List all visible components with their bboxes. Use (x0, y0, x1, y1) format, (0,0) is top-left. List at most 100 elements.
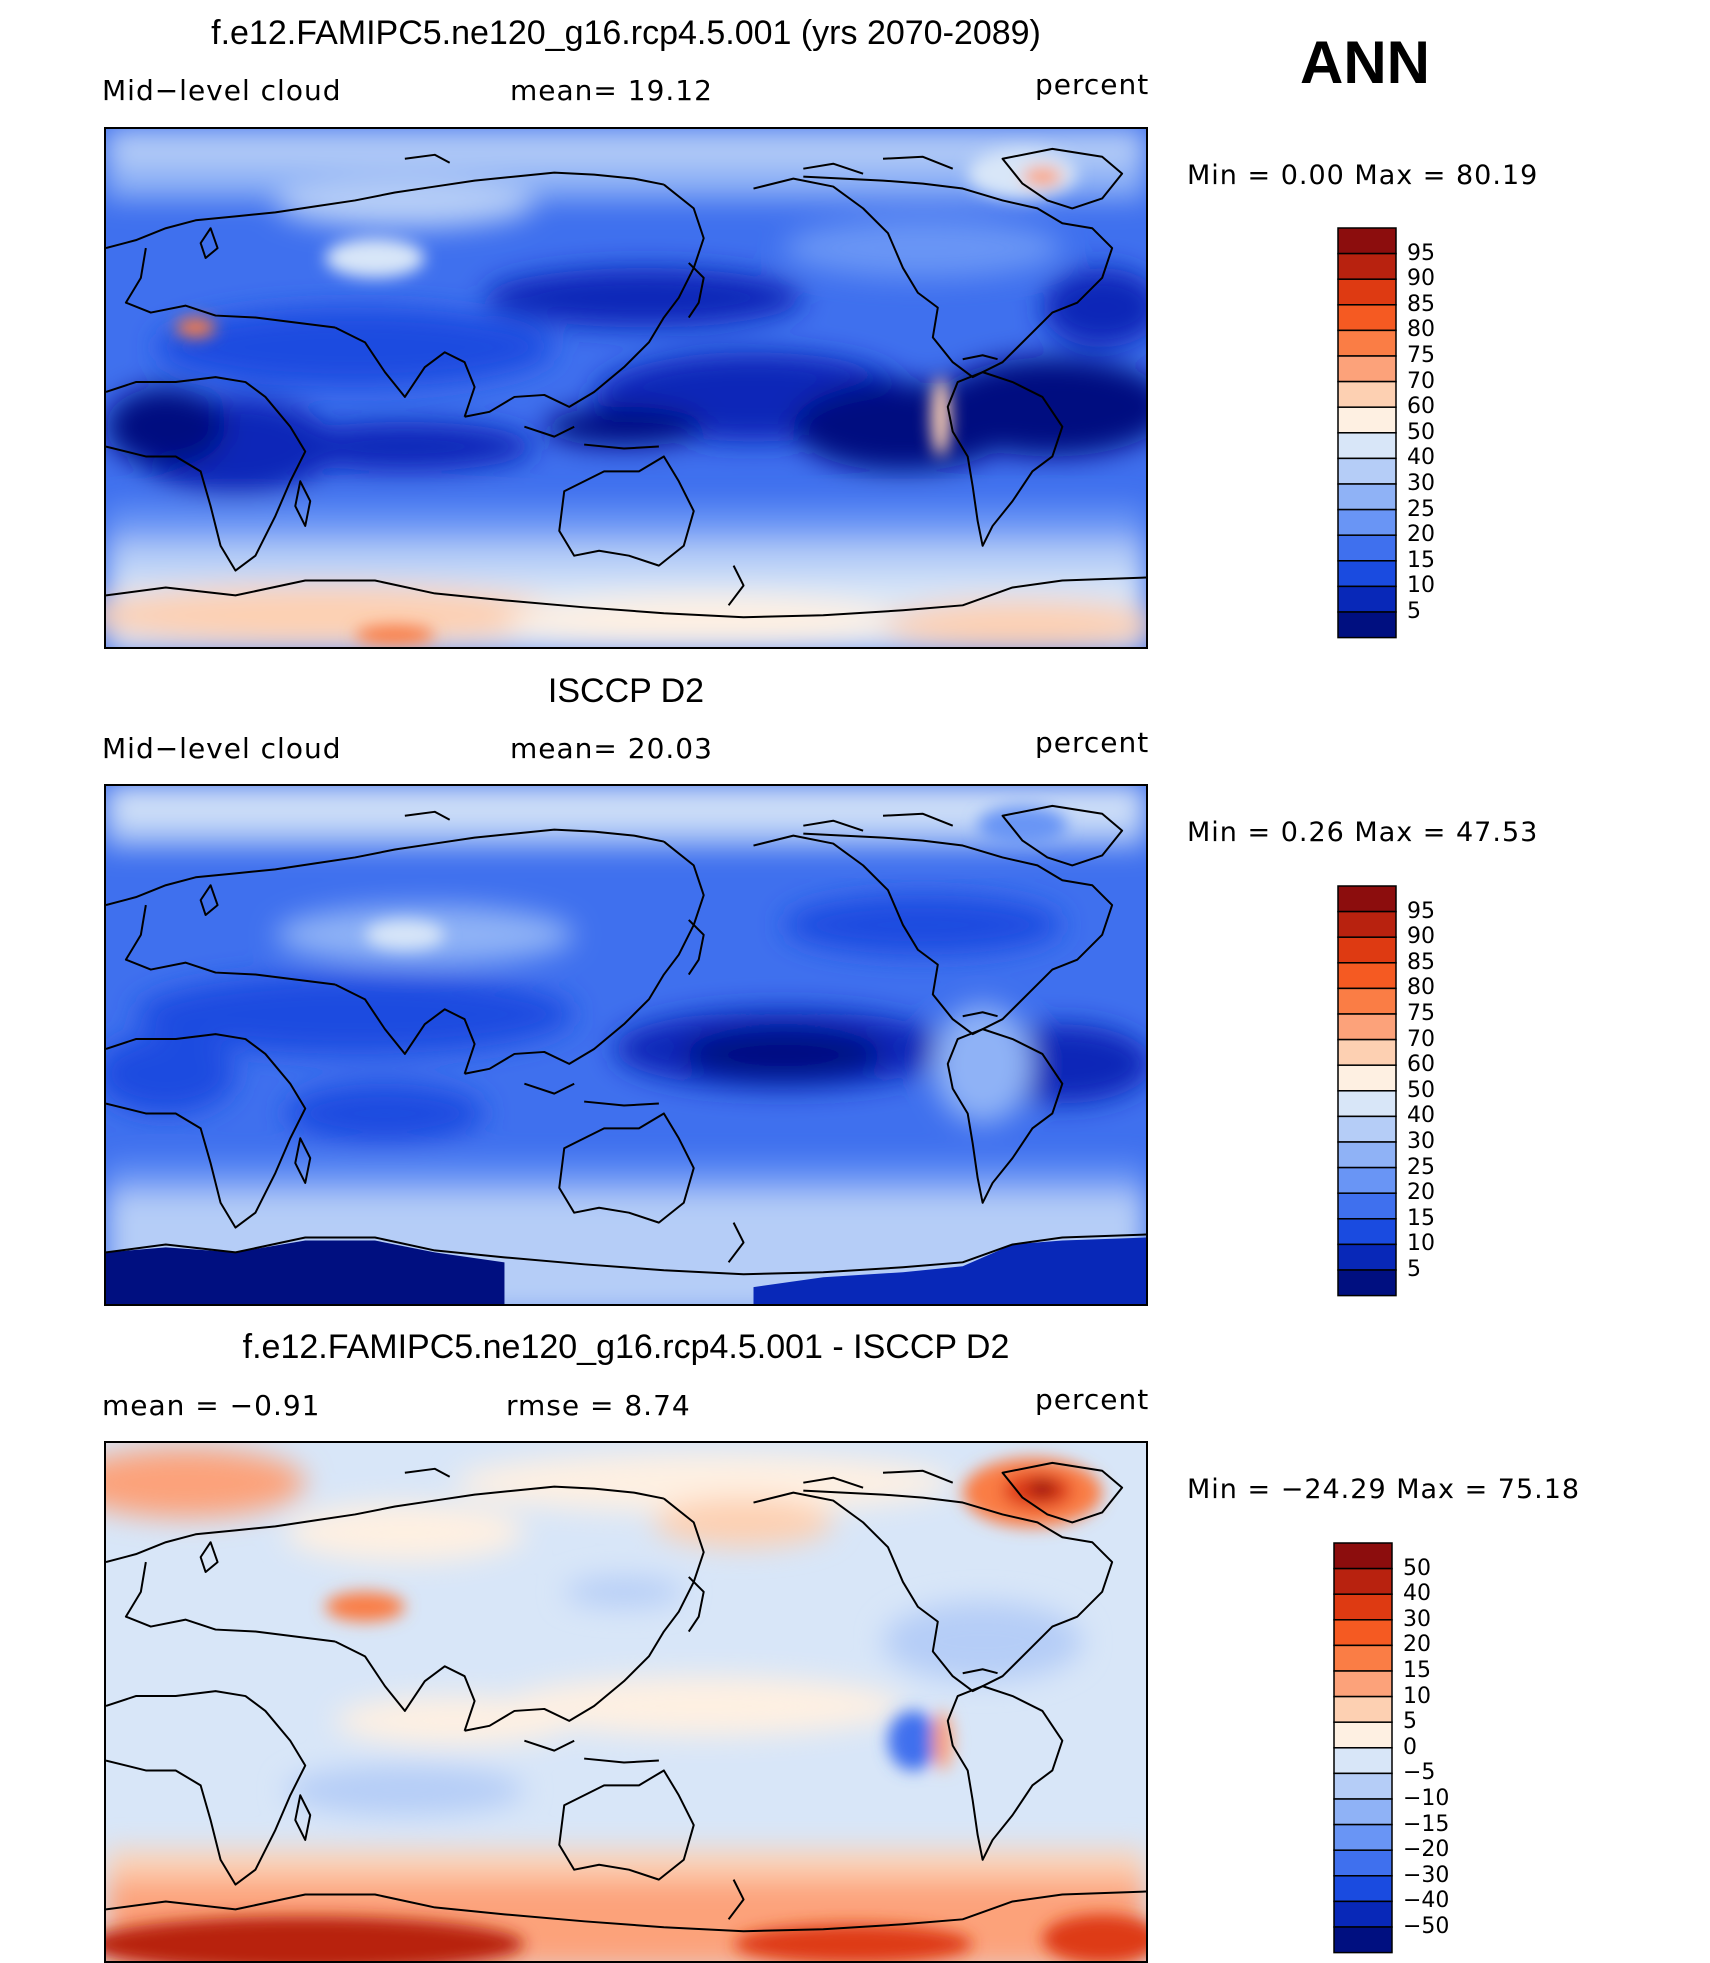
colorbar-tick-label: 25 (1407, 496, 1435, 522)
colorbar-swatch (1333, 1772, 1393, 1800)
colorbar-tick-label: 80 (1407, 317, 1435, 343)
colorbar-tick-label: 15 (1403, 1658, 1431, 1683)
colorbar-swatch (1337, 1192, 1397, 1220)
panel3-map (104, 1441, 1148, 1963)
colorbar-tick-label: 75 (1407, 343, 1435, 368)
colorbar-swatch (1337, 432, 1397, 460)
panel2-variable-label: Mid−level cloud (102, 732, 342, 765)
colorbar-tick-label: 20 (1403, 1632, 1431, 1658)
colorbar-tick-label: 0 (1403, 1734, 1417, 1760)
colorbar-swatch (1337, 1243, 1397, 1271)
panel2-title: ISCCP D2 (547, 672, 705, 710)
colorbar-swatch (1337, 1038, 1397, 1066)
colorbar-tick-label: 15 (1407, 1205, 1435, 1231)
colorbar-tick-label: 95 (1407, 898, 1435, 924)
colorbar-swatch (1337, 987, 1397, 1015)
colorbar-tick-label: 15 (1407, 547, 1435, 573)
colorbar-swatch (1333, 1619, 1393, 1647)
panel1-title: f.e12.FAMIPC5.ne120_g16.rcp4.5.001 (yrs … (211, 14, 1041, 52)
colorbar-swatch (1337, 936, 1397, 964)
colorbar-tick-label: 25 (1407, 1154, 1435, 1180)
colorbar-tick-label: 40 (1407, 445, 1435, 471)
colorbar-tick-label: 10 (1407, 1231, 1435, 1257)
colorbar-swatch (1337, 1218, 1397, 1246)
panel2-units-label: percent (1035, 726, 1150, 759)
colorbar-swatch (1337, 278, 1397, 306)
colorbar-tick-label: 50 (1407, 1077, 1435, 1103)
panel1-variable-label: Mid−level cloud (102, 74, 342, 107)
colorbar-tick-label: 50 (1407, 419, 1435, 445)
colorbar-tick-label: 60 (1407, 394, 1435, 420)
panel3-rmse-label: rmse = 8.74 (506, 1389, 691, 1422)
colorbar-tick-label: 90 (1407, 266, 1435, 292)
panel3-colorbar: 50 40 30 20 15 10 5 0 −5 −10 −15 −20 −30 −40 −50 (1333, 1542, 1449, 1963)
colorbar-swatch (1333, 1567, 1393, 1595)
colorbar-swatch (1337, 252, 1397, 280)
panel3-title: f.e12.FAMIPC5.ne120_g16.rcp4.5.001 - ISC… (242, 1328, 1010, 1366)
colorbar-swatch (1333, 1823, 1393, 1851)
colorbar-swatch (1337, 885, 1397, 913)
colorbar-swatch (1337, 1090, 1397, 1118)
colorbar-tick-label: 85 (1407, 291, 1435, 317)
colorbar-tick-label: −10 (1403, 1786, 1450, 1811)
colorbar-tick-label: 5 (1403, 1709, 1417, 1735)
colorbar-tick-label: 85 (1407, 949, 1435, 975)
colorbar-tick-label: 30 (1407, 1129, 1435, 1154)
colorbar-tick-label: 20 (1407, 1180, 1435, 1206)
colorbar-swatch (1337, 1064, 1397, 1092)
colorbar-swatch (1337, 304, 1397, 332)
panel3-units-label: percent (1035, 1383, 1150, 1416)
colorbar-tick-label: −30 (1403, 1862, 1450, 1888)
colorbar-tick-label: 75 (1407, 1001, 1435, 1026)
colorbar-swatch (1333, 1670, 1393, 1698)
panel3-mean-label: mean = −0.91 (102, 1389, 321, 1422)
colorbar-swatch (1333, 1695, 1393, 1723)
colorbar-tick-label: 80 (1407, 975, 1435, 1001)
colorbar-tick-label: 5 (1407, 1257, 1421, 1282)
panel2-minmax: Min = 0.26 Max = 47.53 (1187, 817, 1539, 848)
colorbar-swatch (1337, 355, 1397, 383)
colorbar-tick-label: −50 (1403, 1914, 1450, 1939)
colorbar-swatch (1333, 1542, 1393, 1570)
colorbar-swatch (1337, 457, 1397, 485)
colorbar-tick-label: 50 (1403, 1555, 1431, 1581)
colorbar-tick-label: 60 (1407, 1052, 1435, 1078)
panel1-minmax: Min = 0.00 Max = 80.19 (1187, 160, 1539, 191)
panel3-minmax: Min = −24.29 Max = 75.18 (1187, 1474, 1581, 1505)
colorbar-tick-label: 70 (1407, 368, 1435, 394)
colorbar-swatch (1337, 1115, 1397, 1143)
season-label: ANN (1300, 29, 1430, 96)
colorbar-tick-label: 5 (1407, 599, 1421, 624)
colorbar-tick-label: −15 (1403, 1811, 1450, 1837)
colorbar-swatch (1337, 560, 1397, 588)
colorbar-tick-label: −5 (1403, 1760, 1436, 1786)
colorbar-swatch (1333, 1849, 1393, 1877)
colorbar-swatch (1337, 1166, 1397, 1194)
colorbar-tick-label: −20 (1403, 1837, 1450, 1863)
colorbar-swatch (1337, 227, 1397, 255)
colorbar-tick-label: −40 (1403, 1888, 1450, 1914)
colorbar-swatch (1333, 1926, 1393, 1954)
colorbar-swatch (1337, 1269, 1397, 1297)
colorbar-tick-label: 20 (1407, 522, 1435, 548)
colorbar-swatch (1337, 329, 1397, 357)
panel1-mean-label: mean= 19.12 (510, 74, 713, 107)
colorbar-swatch (1337, 508, 1397, 536)
colorbar-swatch (1333, 1747, 1393, 1775)
colorbar-swatch (1337, 962, 1397, 990)
colorbar-swatch (1333, 1798, 1393, 1826)
colorbar-tick-label: 30 (1407, 471, 1435, 496)
colorbar-swatch (1333, 1875, 1393, 1903)
panel1-units-label: percent (1035, 68, 1150, 101)
colorbar-tick-label: 10 (1403, 1683, 1431, 1709)
colorbar-tick-label: 40 (1403, 1581, 1431, 1607)
panel2-map (104, 784, 1148, 1306)
panel1-map (104, 127, 1148, 649)
colorbar-swatch (1333, 1644, 1393, 1672)
colorbar-tick-label: 70 (1407, 1026, 1435, 1052)
panel2-mean-label: mean= 20.03 (510, 732, 713, 765)
colorbar-swatch (1337, 483, 1397, 511)
colorbar-swatch (1333, 1900, 1393, 1928)
colorbar-tick-label: 95 (1407, 240, 1435, 266)
colorbar-tick-label: 10 (1407, 573, 1435, 599)
